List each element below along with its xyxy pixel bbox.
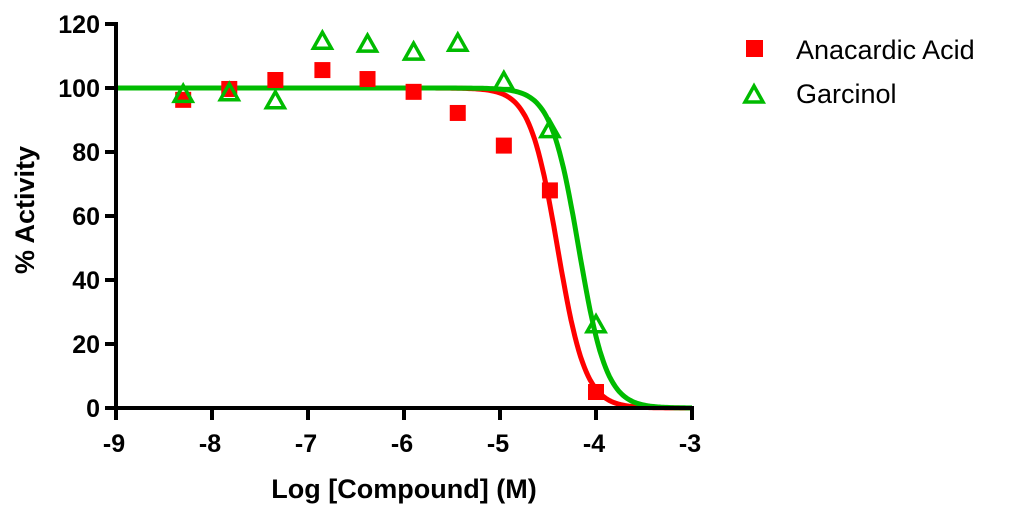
y-tick-label: 40 xyxy=(72,267,100,295)
y-tick-label: 100 xyxy=(58,75,100,103)
y-tick-label: 80 xyxy=(72,139,100,167)
data-point-square xyxy=(588,384,604,400)
x-axis: -9 -8 -7 -6 -5 -4 -3 xyxy=(103,406,701,458)
data-point-square xyxy=(359,71,376,88)
y-tick-label: 120 xyxy=(58,11,100,39)
data-point-triangle xyxy=(491,69,516,91)
x-tick-label: -5 xyxy=(487,430,509,458)
data-point-triangle xyxy=(445,30,470,52)
data-point-square xyxy=(267,72,284,88)
data-point-square xyxy=(449,104,466,121)
x-tick-label: -9 xyxy=(103,430,125,458)
y-axis: 0 20 40 60 80 100 120 xyxy=(58,11,118,423)
green-triangle-marker-icon xyxy=(742,82,766,104)
x-axis-title: Log [Compound] (M) xyxy=(271,474,536,504)
data-point-square xyxy=(495,137,512,154)
legend: Anacardic Acid Garcinol xyxy=(742,35,975,109)
y-tick-label: 60 xyxy=(72,203,100,231)
y-axis-title: % Activity xyxy=(10,146,40,274)
data-points xyxy=(171,28,608,400)
data-point-triangle xyxy=(263,88,288,110)
data-point-triangle xyxy=(537,117,562,139)
legend-item-anacardic-acid: Anacardic Acid xyxy=(746,35,975,65)
x-tick-label: -8 xyxy=(199,430,221,458)
data-point-square xyxy=(541,182,558,199)
data-point-square xyxy=(405,83,422,100)
legend-item-garcinol: Garcinol xyxy=(742,79,897,109)
data-point-triangle xyxy=(171,81,196,104)
x-tick-label: -7 xyxy=(295,430,317,458)
data-point-triangle xyxy=(355,31,380,53)
fit-curve-0 xyxy=(116,85,692,411)
fit-curves xyxy=(116,85,692,411)
x-tick-label: -6 xyxy=(391,430,413,458)
data-point-triangle xyxy=(401,39,426,61)
y-tick-label: 0 xyxy=(86,395,100,423)
legend-label: Anacardic Acid xyxy=(796,35,975,65)
legend-label: Garcinol xyxy=(796,79,897,109)
red-square-marker-icon xyxy=(746,40,763,57)
data-point-triangle xyxy=(310,28,335,51)
fit-curve-1 xyxy=(116,85,692,411)
data-point-square xyxy=(314,62,331,79)
y-tick-label: 20 xyxy=(72,331,100,359)
x-tick-label: -4 xyxy=(583,430,605,458)
data-point-triangle xyxy=(584,312,608,334)
x-tick-label: -3 xyxy=(679,430,701,458)
data-point-triangle xyxy=(217,80,242,102)
